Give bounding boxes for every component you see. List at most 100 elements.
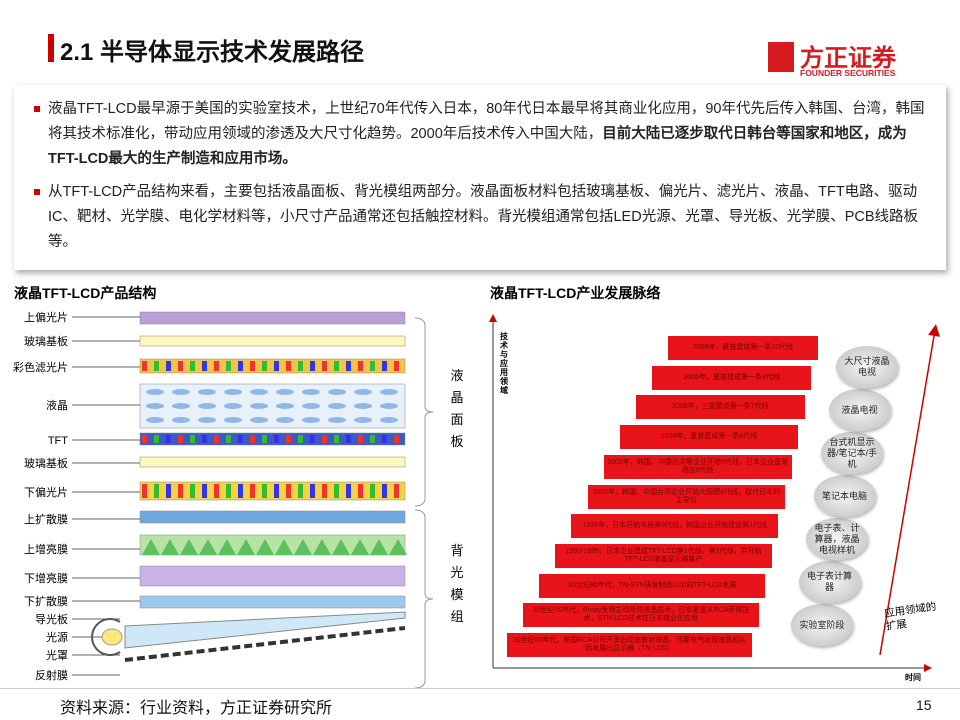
- layer-label: 上增亮膜: [24, 542, 68, 556]
- layer: [139, 510, 406, 524]
- lc-molecule: [328, 389, 346, 395]
- lc-molecule: [354, 389, 372, 395]
- bracket-backlight: [414, 509, 434, 689]
- stripe: [346, 361, 351, 371]
- milestone: 1990-1995，日本企业建成TFT-LCD第1代线、第2代线，并开始TFT-…: [555, 543, 772, 568]
- lc-molecule: [328, 417, 346, 423]
- bracket-panel: [414, 317, 434, 507]
- stripe: [250, 484, 255, 498]
- stripe: [346, 435, 351, 443]
- bullet-text: 液晶TFT-LCD最早源于美国的实验室技术，上世纪70年代传入日本，80年代日本…: [48, 101, 925, 142]
- stripe: [190, 361, 195, 371]
- stripe: [262, 484, 267, 498]
- milestone: 20世纪60年代，美国RCA公司开发出动态散射液晶，西蒙电气发现液晶相从而发展出…: [507, 633, 752, 657]
- application: 实验室阶段: [791, 604, 853, 646]
- milestone: 20世纪80年代，TN-STN研发制造LCD向TFT-LCD发展: [539, 573, 766, 598]
- milestone: 2004年，夏普建成第一条6代线: [619, 425, 799, 450]
- stripe: [250, 361, 255, 371]
- lc-molecule: [380, 417, 398, 423]
- stripe: [214, 361, 219, 371]
- stripe: [298, 361, 303, 371]
- lc-molecule: [302, 403, 320, 409]
- application: 电子表计算器: [798, 561, 861, 603]
- stripe: [382, 484, 387, 498]
- prism: [275, 539, 293, 555]
- prism: [142, 539, 160, 555]
- layer-label: TFT: [48, 435, 68, 447]
- milestone: 2002年，韩国、中国台湾等企业开始5代线，日本企业逐渐退出5代线: [603, 454, 792, 479]
- stripe: [238, 484, 243, 498]
- prism: [370, 539, 388, 555]
- bullet-text: 从TFT-LCD产品结构来看，主要包括液晶面板、背光模组两部分。液晶面板材料包括…: [48, 184, 919, 250]
- intro-box: 液晶TFT-LCD最早源于美国的实验室技术，上世纪70年代传入日本，80年代日本…: [14, 85, 946, 270]
- layer-label: 玻璃基板: [24, 456, 68, 470]
- light-source: [101, 628, 123, 646]
- page-number: 15: [916, 697, 932, 713]
- stripe: [142, 435, 147, 443]
- stripe: [154, 435, 159, 443]
- stripe: [226, 361, 231, 371]
- lc-molecule: [354, 417, 372, 423]
- stripe: [190, 435, 195, 443]
- lc-molecule: [302, 389, 320, 395]
- stripe: [202, 361, 207, 371]
- stripe: [178, 361, 183, 371]
- logo-name: 方正证券: [800, 45, 896, 72]
- stripe: [274, 361, 279, 371]
- layer-label: 彩色滤光片: [13, 360, 68, 374]
- prism: [161, 539, 179, 555]
- application: 液晶电视: [828, 389, 891, 431]
- application: 大尺寸液晶电视: [836, 346, 898, 388]
- stripe: [214, 484, 219, 498]
- stripe: [214, 435, 219, 443]
- prism: [180, 539, 198, 555]
- lc-molecule: [276, 389, 294, 395]
- milestone: 1996年，日本开始布局第3代线，韩国企业开始建设第1代线: [571, 514, 779, 539]
- prism: [256, 539, 274, 555]
- lc-molecule: [172, 389, 190, 395]
- stripe: [370, 484, 375, 498]
- source: 资料来源：行业资料，方正证券研究所: [60, 700, 333, 717]
- stripe: [346, 484, 351, 498]
- milestone: 2005年，三星建成第一条7代线: [635, 395, 805, 420]
- stripe: [370, 435, 375, 443]
- prism: [294, 539, 312, 555]
- layer-label: 玻璃基板: [24, 334, 68, 348]
- lc-molecule: [250, 389, 268, 395]
- expansion-arrow: [879, 324, 940, 656]
- stripe: [142, 361, 147, 371]
- layer: [139, 595, 406, 609]
- stripe: [286, 361, 291, 371]
- stripe: [358, 361, 363, 371]
- stripe: [394, 484, 399, 498]
- lc-molecule: [354, 403, 372, 409]
- milestone: 20世纪70年代，Brody发明主动矩阵液晶技术，日本夏普从RCA获得技术，ST…: [523, 603, 759, 628]
- prism: [351, 539, 369, 555]
- lc-molecule: [172, 403, 190, 409]
- footer-bar: [0, 688, 960, 720]
- stripe: [226, 484, 231, 498]
- stripe: [286, 435, 291, 443]
- layer-label: 导光板: [35, 612, 68, 626]
- lc-molecule: [146, 389, 164, 395]
- stripe: [334, 435, 339, 443]
- lc-molecule: [380, 403, 398, 409]
- lc-molecule: [380, 389, 398, 395]
- stripe: [166, 435, 171, 443]
- logo-sub: FOUNDER SECURITIES: [800, 68, 896, 78]
- stripe: [382, 435, 387, 443]
- layer: [139, 335, 406, 347]
- stripe: [154, 484, 159, 498]
- stripe: [322, 484, 327, 498]
- group-label: 背光模组: [450, 543, 464, 624]
- stripe: [370, 361, 375, 371]
- prism: [237, 539, 255, 555]
- x-axis-label: 时间: [905, 673, 921, 682]
- logo-mark: [768, 42, 794, 72]
- stripe: [142, 484, 147, 498]
- lc-molecule: [198, 403, 216, 409]
- milestone: 2000年，韩国、中国台湾企业开始大规模4代线，取代日本的主导位: [587, 484, 785, 509]
- lc-molecule: [250, 417, 268, 423]
